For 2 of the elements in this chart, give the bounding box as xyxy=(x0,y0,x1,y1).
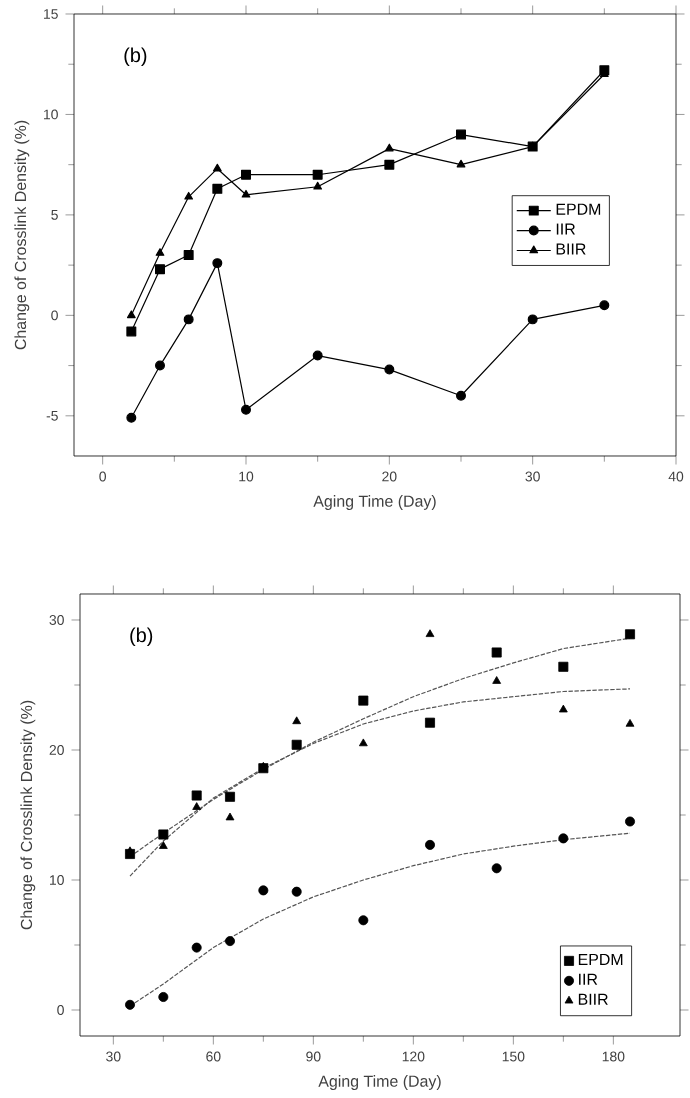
annotation: (b) xyxy=(130,627,153,647)
annotation: (b) xyxy=(124,47,147,67)
